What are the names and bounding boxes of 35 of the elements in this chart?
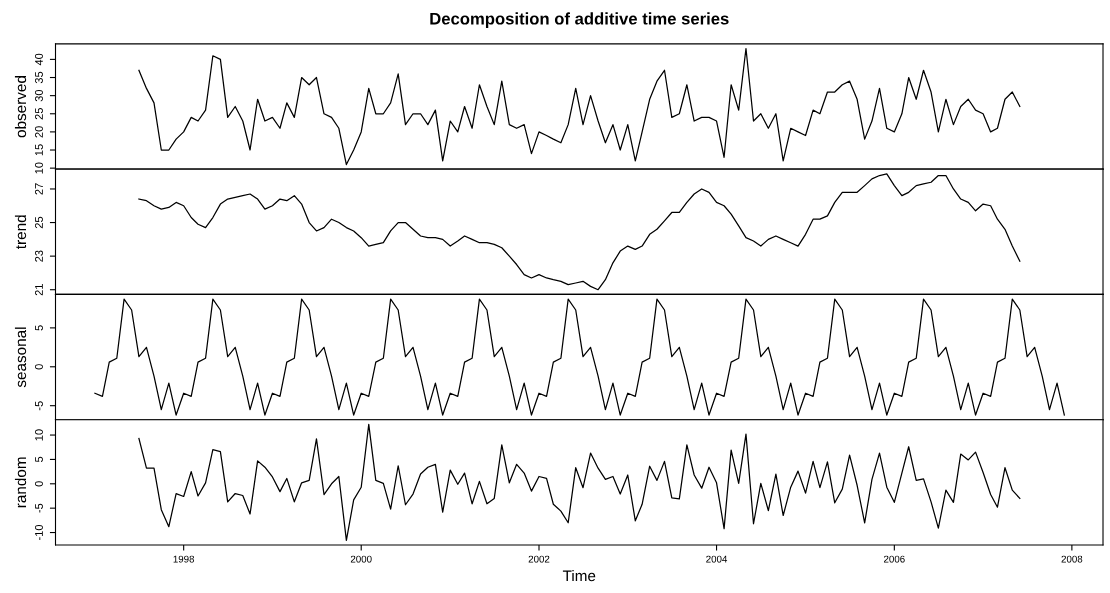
y-tick-label: 27 — [35, 183, 43, 195]
y-tick-label: 10 — [35, 162, 43, 174]
y-tick-label: 23 — [35, 250, 43, 262]
y-tick-label: -5 — [35, 503, 43, 513]
y-axis-title: observed — [14, 76, 27, 138]
line-series — [138, 423, 1021, 541]
x-tick-label: 2000 — [350, 555, 372, 563]
y-tick-label: 0 — [35, 481, 43, 487]
y-tick-label: 35 — [35, 71, 43, 84]
y-tick-label: 5 — [35, 456, 43, 463]
x-tick-label: 1998 — [173, 555, 195, 563]
y-axis-title: seasonal — [14, 327, 27, 388]
y-tick-label: -5 — [35, 401, 43, 411]
x-tick-label: 2008 — [1061, 555, 1083, 563]
y-tick-label: 5 — [35, 325, 43, 331]
x-tick-label: 2004 — [706, 555, 728, 563]
line-series — [138, 173, 1021, 291]
y-tick-label: 15 — [35, 144, 43, 156]
chart-title: Decomposition of additive time series — [430, 12, 729, 28]
y-tick-label: 0 — [35, 364, 43, 370]
y-tick-label: 25 — [35, 108, 43, 120]
x-tick-label: 2006 — [884, 555, 905, 563]
y-tick-label: -10 — [35, 524, 43, 541]
y-tick-label: 20 — [35, 126, 43, 138]
y-axis-title: trend — [14, 215, 27, 249]
x-axis-title: Time — [562, 570, 596, 582]
line-series — [94, 298, 1065, 416]
x-tick-label: 2002 — [528, 555, 550, 563]
y-tick-label: 10 — [35, 429, 43, 441]
y-axis-title: random — [14, 457, 27, 508]
y-tick-label: 40 — [35, 53, 43, 66]
line-series — [138, 47, 1021, 166]
y-tick-label: 25 — [35, 216, 43, 229]
y-tick-label: 30 — [35, 89, 43, 102]
y-tick-label: 21 — [35, 284, 43, 296]
